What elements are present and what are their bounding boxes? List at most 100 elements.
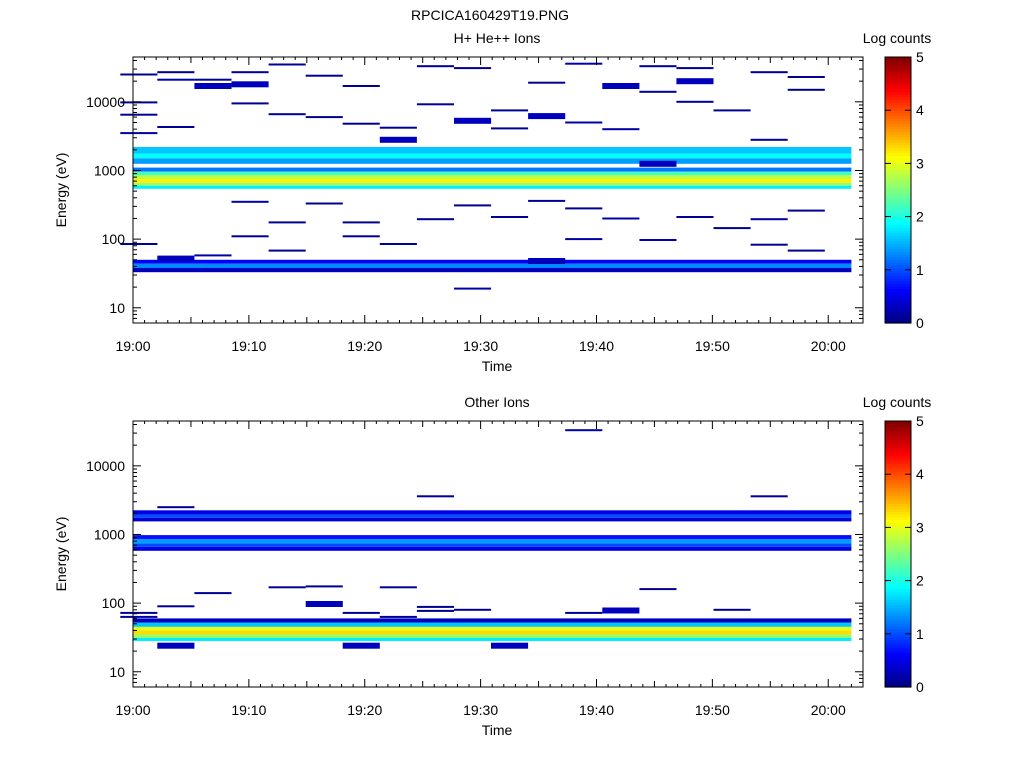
colorbar-swatch: [885, 468, 911, 473]
colorbar-swatch: [885, 546, 911, 550]
colorbar-swatch: [885, 197, 911, 202]
data-cell-3: [157, 605, 195, 608]
colorbar-label: Log counts: [863, 30, 932, 46]
colorbar-swatch: [885, 519, 911, 523]
data-cell-22: [305, 116, 343, 119]
colorbar-swatch: [885, 259, 911, 263]
data-cell-0: [120, 73, 158, 76]
data-cell-4: [157, 642, 195, 649]
colorbar-swatch: [885, 663, 911, 667]
data-cell-43: [528, 199, 566, 202]
colorbar-swatch: [885, 59, 911, 63]
colorbar-swatch: [885, 216, 911, 220]
colorbar-swatch: [885, 428, 911, 433]
colorbar-swatch: [885, 540, 911, 544]
colorbar-swatch: [885, 466, 911, 470]
data-cell-12: [379, 615, 417, 618]
plot-frame: [132, 420, 864, 688]
colorbar-swatch: [885, 296, 911, 300]
colorbar-frame: [884, 56, 912, 324]
colorbar-swatch: [885, 293, 911, 297]
data-cell-41: [528, 81, 566, 84]
colorbar-swatch: [885, 163, 911, 167]
colorbar-swatch: [885, 426, 911, 430]
y-tick-label: 100: [102, 595, 126, 611]
x-axis-label: Time: [482, 722, 513, 738]
energy-band-11: [133, 268, 852, 273]
energy-band-10: [133, 630, 852, 635]
data-cell-5: [194, 592, 232, 595]
x-tick-label: 19:00: [115, 702, 150, 718]
colorbar-swatch: [885, 182, 911, 186]
data-cell-13: [416, 495, 454, 498]
data-cell-62: [750, 71, 788, 74]
data-cell-37: [454, 287, 492, 290]
data-cell-3: [120, 132, 158, 135]
colorbar-swatch: [885, 91, 911, 95]
data-cell-55: [639, 239, 677, 241]
colorbar-swatch: [885, 484, 911, 489]
colorbar-swatch: [885, 320, 911, 324]
colorbar-swatch: [885, 208, 911, 212]
colorbar-swatch: [885, 64, 911, 69]
colorbar-swatch: [885, 596, 911, 600]
data-cell-24: [342, 85, 380, 87]
colorbar-swatch: [885, 625, 911, 630]
colorbar-swatch: [885, 516, 911, 521]
colorbar-swatch: [885, 617, 911, 622]
data-cell-54: [639, 160, 677, 167]
colorbar-swatch: [885, 548, 911, 552]
colorbar-swatch: [885, 264, 911, 268]
data-cell-17: [268, 63, 306, 66]
colorbar-swatch: [885, 641, 911, 646]
data-cell-63: [750, 138, 788, 141]
colorbar-swatch: [885, 684, 911, 688]
colorbar-swatch: [885, 142, 911, 146]
data-cell-4: [120, 243, 158, 245]
colorbar-swatch: [885, 94, 911, 98]
colorbar-swatch: [885, 171, 911, 175]
colorbar-swatch: [885, 524, 911, 528]
data-cell-28: [379, 126, 417, 129]
colorbar-swatch: [885, 280, 911, 284]
colorbar-tick-label: 5: [916, 413, 924, 429]
colorbar-swatch: [885, 652, 911, 656]
colorbar-tick-label: 1: [916, 262, 924, 278]
colorbar-swatch: [885, 107, 911, 111]
colorbar-swatch: [885, 221, 911, 226]
data-cell-2: [120, 113, 158, 116]
colorbar-swatch: [885, 538, 911, 542]
x-tick-label: 20:00: [811, 338, 846, 354]
data-cell-19: [268, 221, 306, 224]
data-cell-15: [416, 609, 454, 612]
x-tick-label: 19:20: [347, 702, 382, 718]
data-cell-65: [750, 243, 788, 246]
colorbar-tick-label: 2: [916, 209, 924, 225]
colorbar-swatch: [885, 309, 911, 313]
colorbar-swatch: [885, 673, 911, 677]
x-tick-label: 20:00: [811, 702, 846, 718]
colorbar-swatch: [885, 612, 911, 616]
colorbar-swatch: [885, 195, 911, 199]
data-cell-25: [342, 122, 380, 125]
data-cell-21: [305, 74, 343, 77]
data-cell-12: [231, 71, 269, 74]
data-cell-14: [231, 102, 269, 105]
data-cell-53: [639, 90, 677, 93]
colorbar-swatch: [885, 80, 911, 85]
energy-band-5: [133, 175, 852, 179]
data-cell-23: [750, 495, 788, 498]
data-cell-16: [454, 608, 492, 611]
data-cell-27: [342, 235, 380, 238]
data-cell-1: [120, 615, 158, 618]
colorbar-swatch: [885, 75, 911, 79]
energy-band-6: [133, 179, 852, 183]
colorbar-swatch: [885, 649, 911, 654]
colorbar-swatch: [885, 235, 911, 239]
colorbar-swatch: [885, 131, 911, 135]
data-cell-16: [231, 235, 269, 238]
colorbar-swatch: [885, 126, 911, 130]
figure-title: RPCICA160429T19.PNG: [411, 7, 569, 23]
data-cell-46: [565, 121, 603, 124]
data-cell-61: [713, 227, 751, 230]
